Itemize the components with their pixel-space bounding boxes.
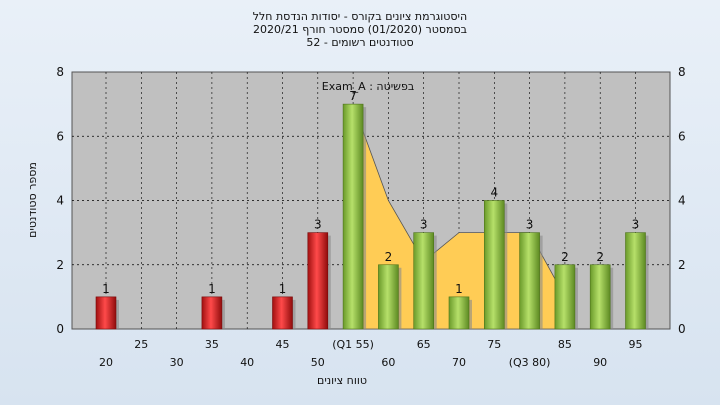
data-label-35: 1 (208, 282, 216, 296)
x-tick-label: 85 (558, 338, 572, 351)
x-tick-label: 65 (417, 338, 431, 351)
bar-90 (589, 264, 611, 330)
y-tick-label-left: 2 (56, 258, 64, 272)
x-tick-label: 45 (276, 338, 290, 351)
x-tick-label: 75 (487, 338, 501, 351)
data-label-85: 2 (561, 250, 569, 264)
x-tick-label: 60 (381, 356, 395, 369)
y-tick-label-right: 0 (678, 322, 686, 336)
x-tick-label: 35 (205, 338, 219, 351)
x-tick-label: 20 (99, 356, 113, 369)
y-tick-label-left: 8 (56, 65, 64, 79)
data-label-95: 3 (632, 218, 640, 232)
bar-65 (413, 232, 435, 330)
bar-55 (342, 103, 364, 330)
y-tick-label-right: 4 (678, 194, 686, 208)
x-tick-label: (Q1 55) (332, 338, 374, 351)
data-label-20: 1 (102, 282, 110, 296)
x-tick-label: 25 (134, 338, 148, 351)
bar-50 (307, 232, 329, 330)
y-axis-label: מספר סטודנטים (26, 162, 39, 238)
data-label-65: 3 (420, 218, 428, 232)
chart-title-line-3: סטודנטים רשומים - 52 (306, 36, 414, 49)
bar-85 (554, 264, 576, 330)
data-label-75: 4 (490, 186, 498, 200)
annotation-label: Exam_A : בפשיטה (322, 80, 414, 93)
chart-title-line-1: היסטוגרמת ציונים בקורס - יסודות הנדסת חל… (252, 10, 468, 23)
x-tick-label: 30 (170, 356, 184, 369)
x-tick-label: 90 (593, 356, 607, 369)
y-tick-label-left: 6 (56, 129, 64, 143)
data-label-70: 1 (455, 282, 463, 296)
bar-35 (201, 296, 223, 330)
bar-75 (483, 200, 505, 330)
bar-95 (625, 232, 646, 330)
data-label-55: 7 (349, 89, 357, 103)
bar-80 (519, 232, 540, 330)
y-tick-label-right: 8 (678, 65, 686, 79)
bar-20 (95, 296, 117, 330)
bar-60 (378, 264, 399, 330)
bar-45 (272, 296, 293, 330)
y-tick-label-left: 0 (56, 322, 64, 336)
x-tick-label: 70 (452, 356, 466, 369)
x-tick-label: 95 (629, 338, 643, 351)
data-label-60: 2 (385, 250, 393, 264)
data-label-80: 3 (526, 218, 534, 232)
data-label-90: 2 (596, 250, 604, 264)
x-tick-label: 40 (240, 356, 254, 369)
data-label-50: 3 (314, 218, 322, 232)
chart-title-line-2: בסמסטר (01/2020) סמסטר חורף 2020/21 (253, 23, 467, 36)
y-tick-label-right: 2 (678, 258, 686, 272)
x-tick-label: (Q3 80) (509, 356, 551, 369)
y-tick-label-right: 6 (678, 129, 686, 143)
bar-70 (448, 296, 470, 330)
x-tick-label: 50 (311, 356, 325, 369)
y-tick-label-left: 4 (56, 194, 64, 208)
data-label-45: 1 (279, 282, 287, 296)
x-axis-label: טווח ציונים (317, 374, 367, 387)
